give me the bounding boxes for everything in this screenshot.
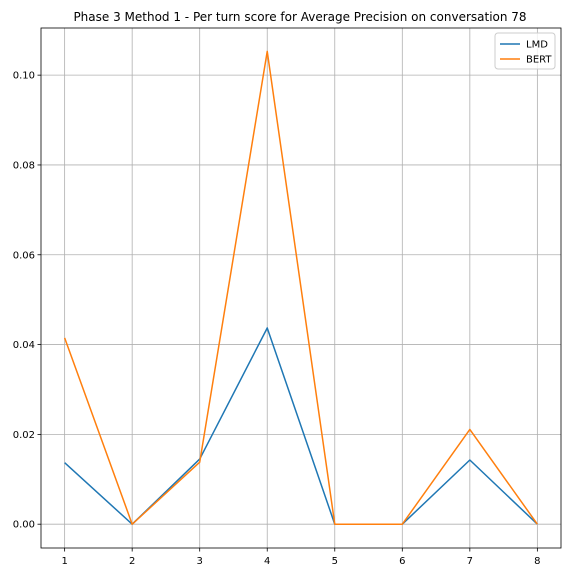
legend: LMD BERT xyxy=(494,32,556,70)
y-tick-label: 0.00 xyxy=(13,520,35,531)
y-tick-label: 0.08 xyxy=(13,160,35,171)
x-tick-label: 1 xyxy=(61,556,67,567)
series-line-bert xyxy=(63,50,538,525)
plot-frame xyxy=(40,27,562,549)
x-tick-label: 6 xyxy=(399,556,405,567)
ticks-layer: 1 2 3 4 5 6 7 8 0.00 0.02 0.04 0.06 0.08 0.10 xyxy=(13,71,541,567)
x-tick-label: 3 xyxy=(197,556,203,567)
y-tick-label: 0.04 xyxy=(13,340,35,351)
y-tick-label: 0.02 xyxy=(13,430,35,441)
x-tick-label: 2 xyxy=(129,556,135,567)
grid-layer xyxy=(41,28,561,548)
x-tick-label: 5 xyxy=(332,556,338,567)
x-tick-label: 4 xyxy=(264,556,270,567)
series-layer xyxy=(63,50,538,525)
legend-label-lmd: LMD xyxy=(526,40,548,51)
series-line-lmd xyxy=(64,327,538,525)
y-tick-label: 0.10 xyxy=(13,71,35,82)
x-tick-label: 7 xyxy=(467,556,473,567)
y-tick-label: 0.06 xyxy=(13,250,35,261)
chart-title: Phase 3 Method 1 - Per turn score for Av… xyxy=(73,10,526,24)
legend-frame xyxy=(494,32,556,70)
legend-label-bert: BERT xyxy=(526,55,552,66)
x-tick-label: 8 xyxy=(534,556,540,567)
